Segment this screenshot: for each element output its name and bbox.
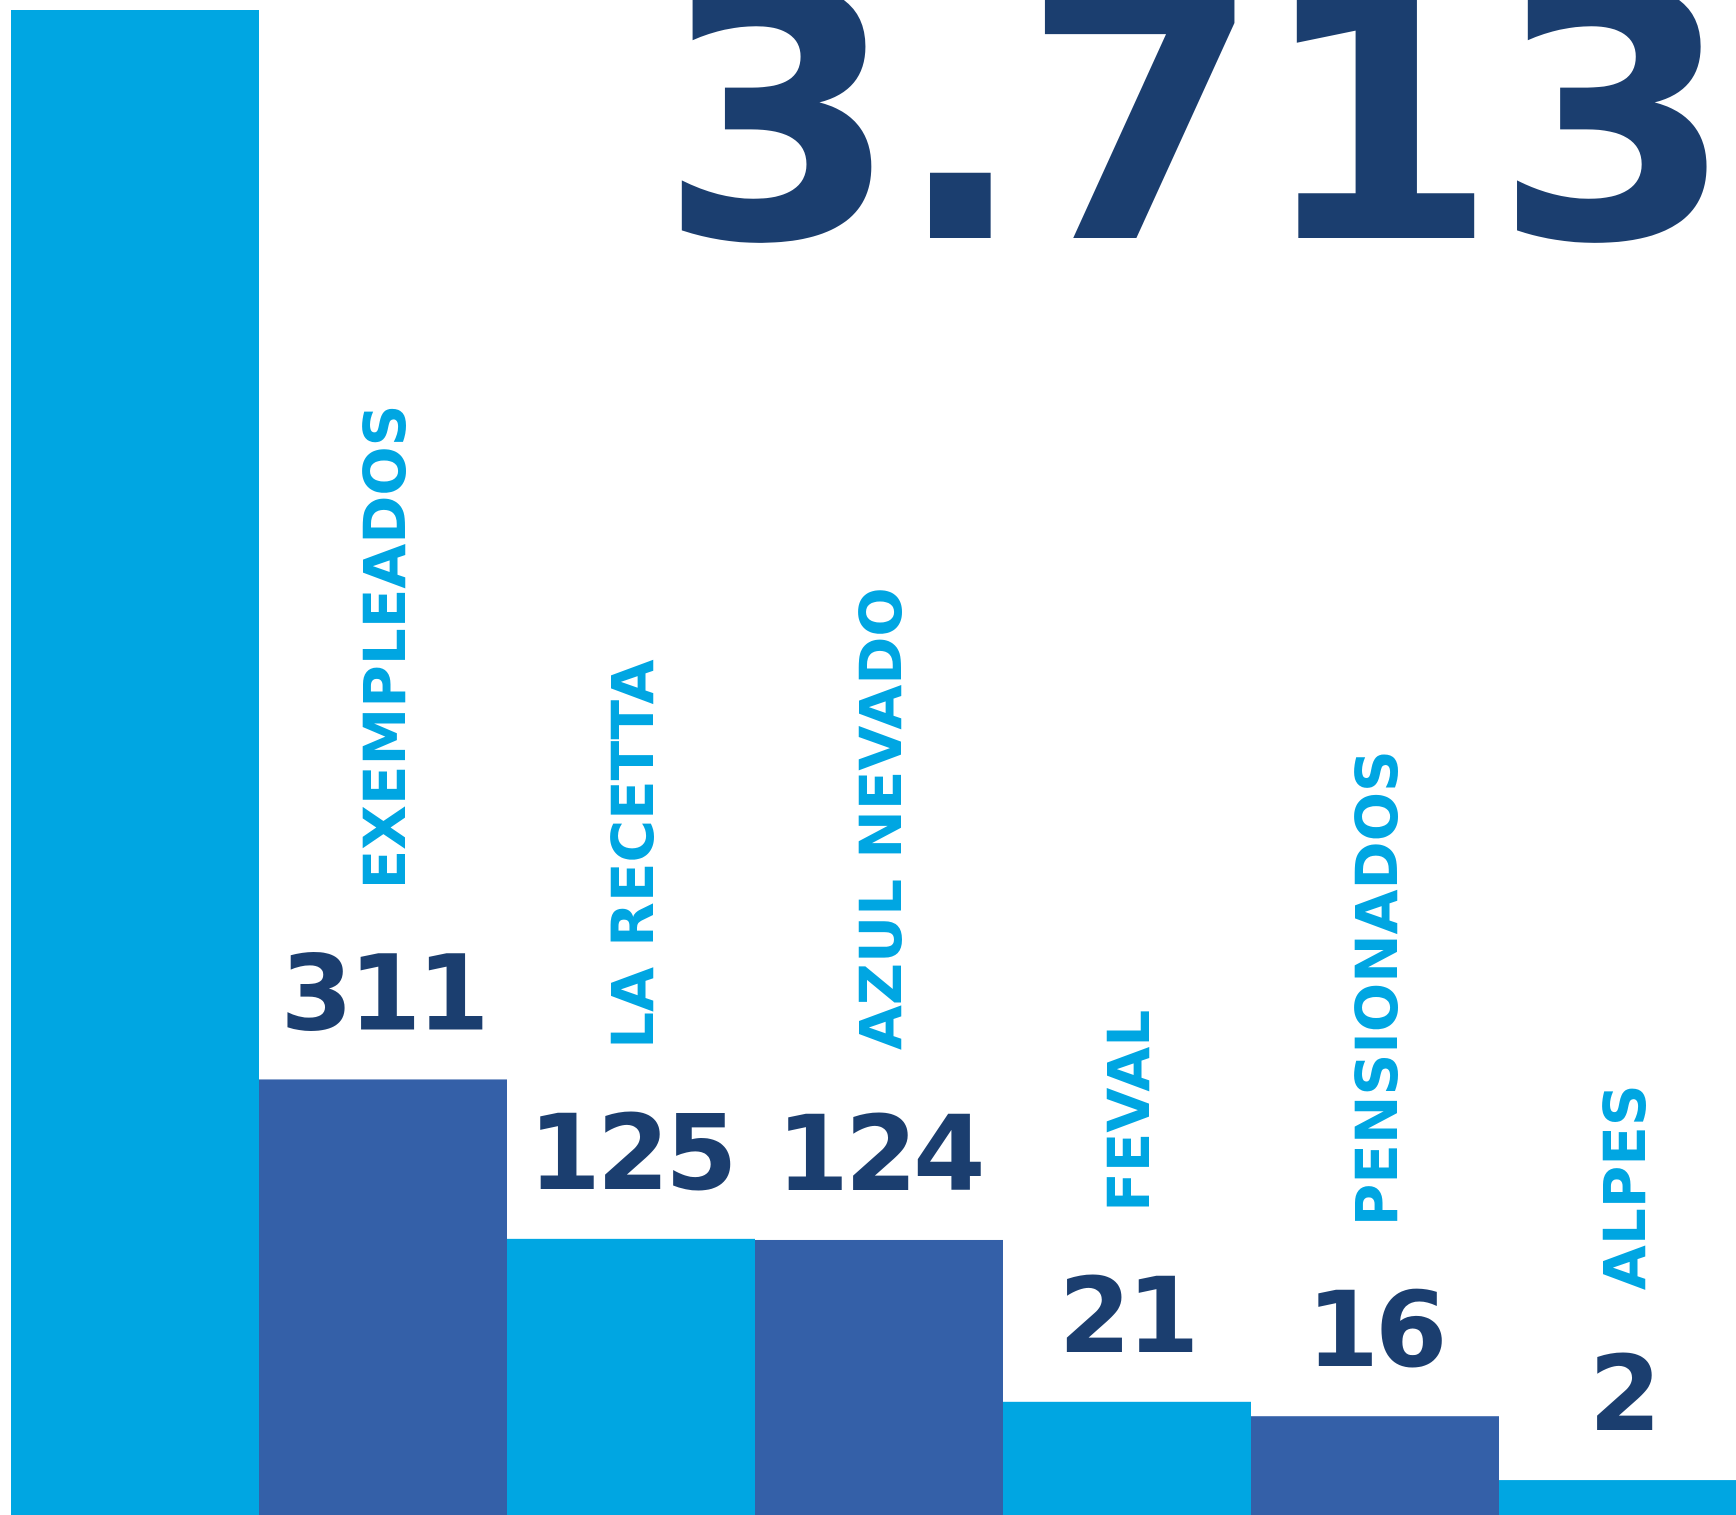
bar	[507, 1238, 755, 1515]
category-label: FEVAL	[1095, 1010, 1163, 1212]
value-label: 311	[280, 932, 485, 1054]
bar	[755, 1239, 1003, 1515]
category-label: AZUL NEVADO	[847, 587, 915, 1050]
value-label: 124	[776, 1093, 981, 1215]
bar	[1003, 1401, 1251, 1515]
bar	[11, 10, 259, 1515]
value-label: 125	[528, 1092, 733, 1214]
bar	[1251, 1416, 1499, 1515]
category-label: ALPES	[1591, 1084, 1659, 1290]
bar	[1499, 1480, 1736, 1515]
category-label: LA RECETTA	[599, 659, 667, 1048]
value-label: 16	[1307, 1269, 1444, 1391]
value-label: 2	[1589, 1333, 1657, 1455]
category-label: PENSIONADOS	[1343, 750, 1411, 1226]
total-value-label: 3.713	[659, 0, 1730, 320]
bar	[259, 1079, 507, 1515]
value-label: 21	[1059, 1255, 1196, 1377]
category-label: EXEMPLEADOS	[351, 405, 419, 890]
